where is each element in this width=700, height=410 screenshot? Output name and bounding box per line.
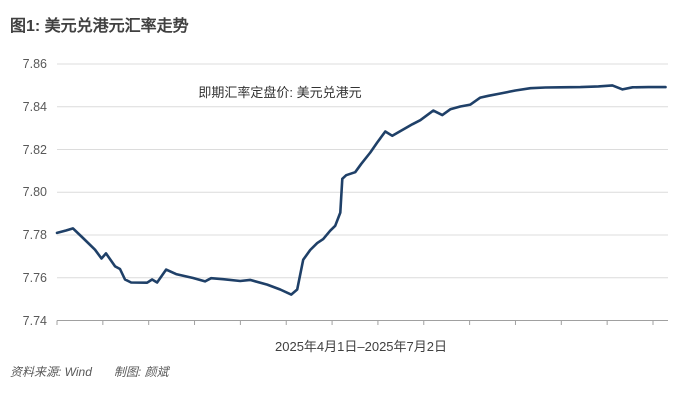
exchange-rate-line (55, 84, 667, 296)
data-source-label: 资料来源: Wind (10, 365, 92, 379)
chart-title: 图1: 美元兑港元汇率走势 (10, 18, 189, 35)
footer: 资料来源: Wind 制图: 颜斌 (10, 363, 169, 380)
y-tick-label: 7.78 (22, 228, 47, 242)
chart-credit-label: 制图: 颜斌 (113, 365, 169, 379)
y-tick-label: 7.80 (22, 185, 47, 200)
x-axis-range-label: 2025年4月1日–2025年7月2日 (275, 339, 447, 354)
y-tick-label: 7.84 (22, 99, 47, 114)
y-tick-label: 7.74 (22, 313, 47, 328)
y-tick-label: 7.82 (22, 142, 47, 157)
y-tick-label: 7.76 (22, 270, 47, 285)
series-annotation: 即期汇率定盘价: 美元兑港元 (198, 85, 362, 100)
y-tick-label: 7.86 (22, 57, 47, 71)
